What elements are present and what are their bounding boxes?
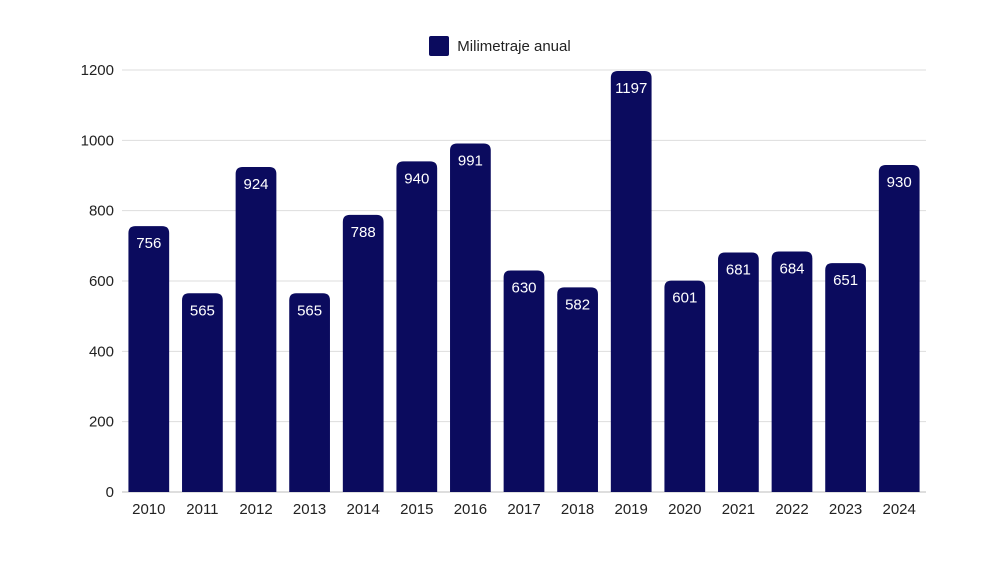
x-tick-label: 2013	[293, 501, 326, 518]
y-tick-label: 0	[106, 484, 114, 501]
x-tick-label: 2010	[132, 501, 165, 518]
bar	[396, 161, 438, 492]
y-tick-label: 400	[89, 343, 114, 360]
bar	[557, 287, 598, 492]
x-tick-label: 2018	[561, 501, 594, 518]
bar	[182, 293, 223, 492]
legend-label: Milimetraje anual	[457, 37, 571, 55]
legend-swatch	[429, 36, 450, 56]
bar	[771, 251, 813, 492]
y-tick-label: 1200	[81, 62, 114, 79]
bar	[718, 252, 759, 492]
data-label: 991	[458, 152, 483, 169]
data-label: 601	[672, 290, 697, 307]
bar	[503, 270, 545, 492]
y-tick-label: 1000	[81, 132, 114, 149]
x-tick-label: 2024	[883, 501, 916, 518]
bar	[289, 293, 330, 492]
bar	[128, 226, 170, 492]
data-label: 630	[511, 279, 536, 296]
x-tick-label: 2016	[454, 501, 487, 518]
x-tick-label: 2020	[668, 501, 701, 518]
x-tick-label: 2015	[400, 501, 433, 518]
data-label: 565	[297, 302, 322, 319]
bar	[664, 280, 706, 492]
x-tick-label: 2012	[239, 501, 272, 518]
x-tick-label: 2011	[186, 501, 218, 518]
data-label: 1197	[615, 80, 647, 97]
bar	[825, 263, 866, 492]
x-tick-label: 2022	[775, 501, 808, 518]
legend: Milimetraje anual	[0, 36, 1000, 56]
bar	[342, 214, 384, 493]
data-label: 788	[351, 224, 376, 241]
bar	[450, 143, 491, 492]
x-tick-label: 2021	[722, 501, 755, 518]
data-label: 582	[565, 296, 590, 313]
bar	[878, 164, 920, 492]
y-tick-label: 600	[89, 273, 114, 290]
x-tick-label: 2014	[347, 501, 380, 518]
data-label: 565	[190, 302, 215, 319]
x-tick-label: 2023	[829, 501, 862, 518]
x-tick-label: 2017	[507, 501, 540, 518]
bar	[610, 71, 652, 493]
data-label: 684	[779, 260, 804, 277]
y-tick-label: 800	[89, 203, 114, 220]
x-tick-label: 2019	[615, 501, 648, 518]
y-tick-label: 200	[89, 414, 114, 431]
data-label: 756	[136, 235, 161, 252]
data-label: 924	[243, 176, 268, 193]
bar	[235, 167, 277, 492]
data-label: 940	[404, 170, 429, 187]
data-label: 651	[833, 272, 858, 289]
data-label: 930	[887, 174, 912, 191]
data-label: 681	[726, 262, 751, 279]
